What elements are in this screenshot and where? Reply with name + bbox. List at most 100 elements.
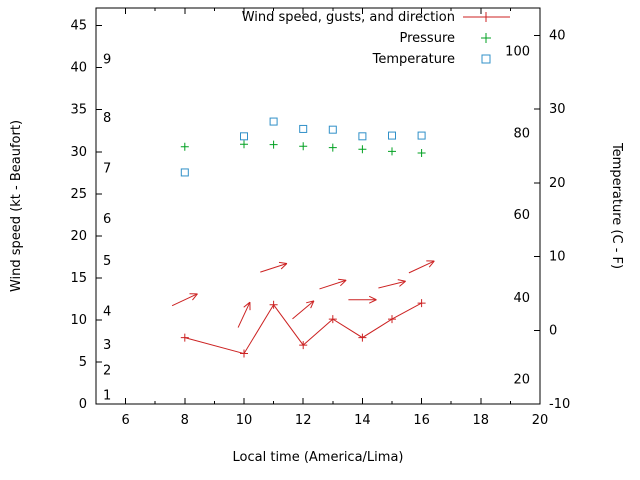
y-left-tick-label: 15 (70, 271, 87, 286)
plot-border (95, 7, 541, 405)
wind-direction-arrowhead (278, 261, 287, 264)
fahrenheit-scale-label: 100 (505, 45, 530, 60)
wind-direction-arrow (378, 280, 406, 289)
wind-speed-line (184, 302, 422, 355)
y-left-tick-label: 20 (70, 229, 87, 244)
plus-marker (417, 149, 426, 158)
wind-direction-arrowhead (428, 260, 435, 268)
wind-direction-arrowhead (280, 263, 288, 270)
series-wind-gust-direction (171, 260, 435, 328)
plus-marker (180, 142, 189, 151)
wind-direction-arrow (319, 279, 347, 290)
beaufort-scale-label: 7 (103, 162, 111, 177)
axes-layer: 6 8 10 12 14 16 18 2005101520253035404512345678… (70, 7, 570, 428)
fahrenheit-scale-label: 40 (513, 291, 530, 306)
beaufort-scale-label: 1 (103, 389, 111, 404)
plus-marker (180, 333, 189, 342)
y-right-tick-label: -10 (549, 397, 570, 412)
beaufort-scale-label: 3 (103, 338, 111, 353)
wind-direction-arrow (292, 300, 315, 320)
square-marker (417, 131, 426, 140)
x-tick-label: 6 (121, 413, 129, 428)
wind-direction-arrowhead (310, 300, 315, 309)
square-marker (299, 124, 308, 133)
y-left-tick-label: 0 (79, 397, 87, 412)
legend-label-pressure: Pressure (399, 31, 455, 46)
y-left-tick-label: 35 (70, 103, 87, 118)
beaufort-scale-label: 6 (103, 212, 111, 227)
fahrenheit-scale-label: 80 (513, 126, 530, 141)
square-marker (388, 131, 396, 140)
legend-label-temperature: Temperature (372, 52, 455, 67)
fahrenheit-scale-label: 60 (513, 208, 530, 223)
wind-direction-arrow (408, 260, 435, 274)
plus-marker (240, 140, 248, 149)
y-left-tick-label: 45 (70, 19, 87, 34)
y-left-tick-label: 25 (70, 187, 87, 202)
plus-marker (358, 333, 367, 342)
beaufort-scale-label: 2 (103, 363, 111, 378)
legend: Wind speed, gusts, and direction Pressur… (242, 10, 510, 67)
plus-marker (328, 143, 337, 152)
plus-marker (240, 349, 248, 358)
beaufort-scale-label: 8 (103, 111, 111, 126)
series-temperature (180, 117, 426, 177)
y-left-tick-label: 5 (79, 355, 87, 370)
wind-direction-arrowhead (192, 293, 198, 301)
wind-direction-arrowhead (368, 299, 377, 304)
x-tick-label: 14 (354, 413, 371, 428)
beaufort-scale-label: 4 (103, 305, 111, 320)
wind-direction-arrowhead (243, 301, 251, 308)
square-marker (240, 132, 248, 141)
x-tick-label: 18 (473, 413, 490, 428)
y-left-tick-label: 30 (70, 145, 87, 160)
series-wind-speed (180, 299, 426, 358)
y-right-tick-label: 30 (549, 102, 566, 117)
legend-label-wind: Wind speed, gusts, and direction (242, 10, 455, 25)
y-right-tick-label: 10 (549, 250, 566, 265)
plus-marker (358, 145, 367, 154)
wind-direction-arrow (260, 262, 288, 273)
plus-marker (388, 315, 396, 324)
wind-direction-arrow (237, 301, 251, 328)
series-layer (171, 117, 435, 358)
wind-direction-arrowhead (338, 278, 347, 281)
plus-marker (417, 299, 426, 308)
plus-marker (269, 140, 278, 149)
legend-square-marker-icon (481, 54, 491, 64)
y-right-axis-title: Temperature (C - F) (609, 142, 624, 269)
square-marker (328, 125, 337, 134)
plus-marker (328, 315, 337, 324)
square-marker (180, 168, 189, 177)
y-left-tick-label: 40 (70, 61, 87, 76)
plus-marker (388, 147, 396, 156)
y-right-tick-label: 0 (549, 323, 557, 338)
x-tick-label: 20 (532, 413, 549, 428)
plus-marker (269, 300, 278, 309)
square-marker (269, 117, 278, 126)
x-tick-label: 16 (413, 413, 430, 428)
wind-direction-arrowhead (368, 295, 377, 301)
square-marker (358, 132, 367, 141)
y-right-tick-label: 20 (549, 176, 566, 191)
wind-direction-arrowhead (399, 280, 406, 287)
legend-plus-marker-icon (481, 12, 491, 22)
x-axis-title: Local time (America/Lima) (233, 450, 404, 465)
legend-pressure-plus-icon (481, 33, 491, 43)
wind-direction-arrowhead (397, 279, 406, 282)
y-right-tick-label: 40 (549, 28, 566, 43)
wind-direction-arrowhead (306, 300, 315, 304)
plus-marker (299, 142, 308, 151)
y-left-tick-label: 10 (70, 313, 87, 328)
y-left-axis-title: Wind speed (kt - Beaufort) (9, 120, 24, 292)
beaufort-scale-label: 9 (103, 52, 111, 67)
x-tick-label: 12 (295, 413, 312, 428)
wind-direction-arrow (171, 293, 198, 307)
beaufort-scale-label: 5 (103, 254, 111, 269)
wind-direction-arrowhead (339, 279, 347, 287)
x-tick-label: 10 (236, 413, 253, 428)
x-tick-label: 8 (181, 413, 189, 428)
series-pressure (180, 140, 426, 158)
